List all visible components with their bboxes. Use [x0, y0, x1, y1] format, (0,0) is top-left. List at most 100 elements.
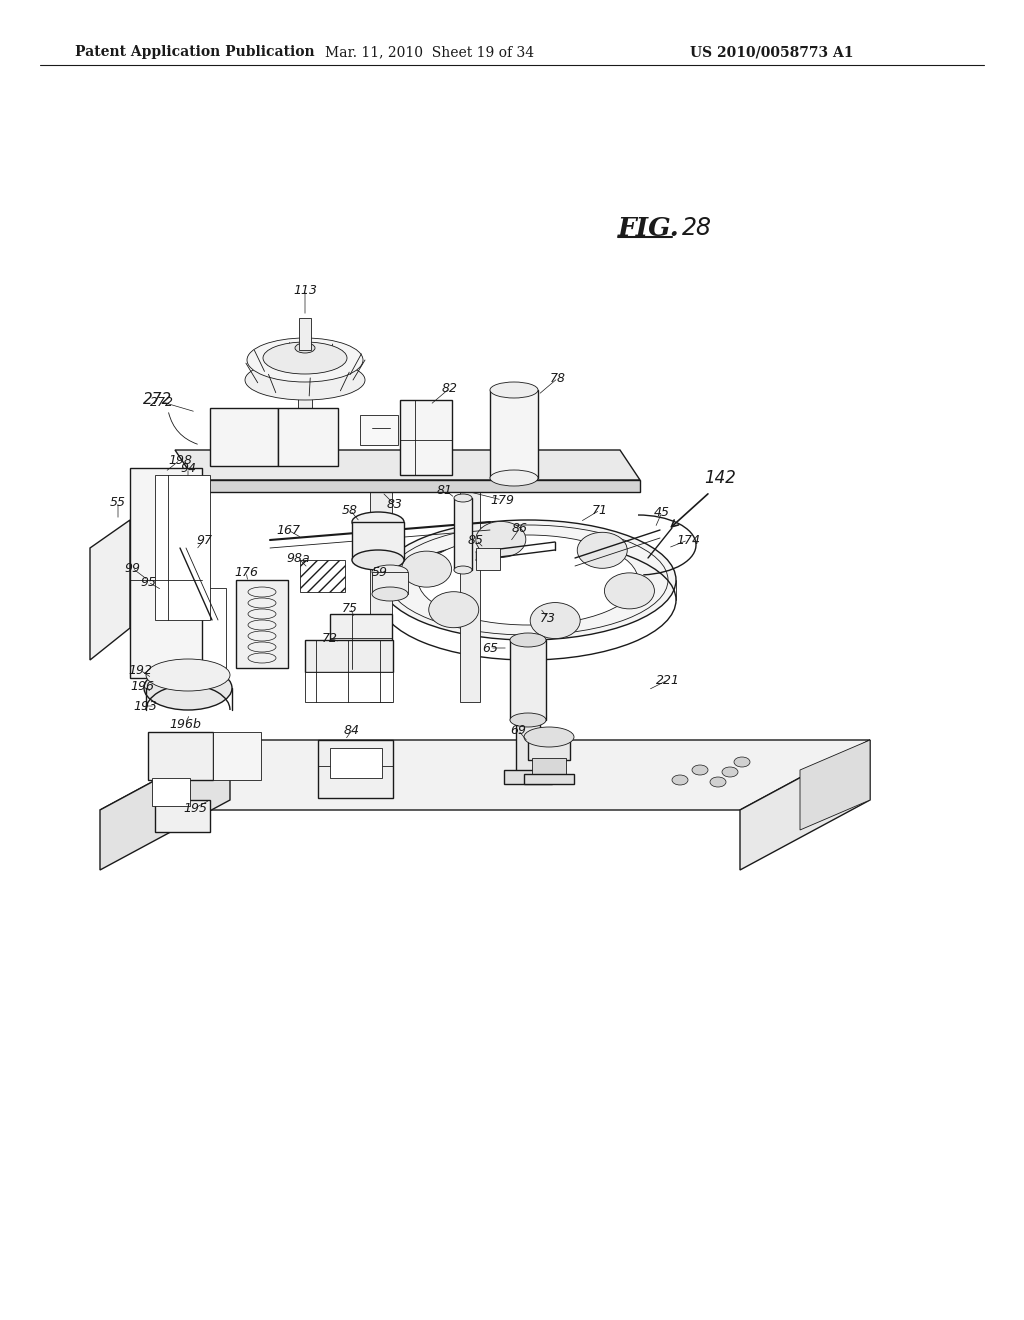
Text: 86: 86: [512, 521, 528, 535]
Text: 58: 58: [342, 503, 358, 516]
Bar: [155, 800, 210, 832]
Polygon shape: [800, 741, 870, 830]
Polygon shape: [90, 520, 130, 660]
Text: 196: 196: [130, 680, 154, 693]
Text: 94: 94: [180, 462, 196, 474]
Ellipse shape: [372, 565, 408, 579]
Ellipse shape: [380, 520, 676, 640]
Text: 82: 82: [442, 381, 458, 395]
Bar: [155, 475, 210, 620]
Bar: [148, 733, 213, 780]
Polygon shape: [195, 480, 640, 492]
Ellipse shape: [490, 381, 538, 399]
Text: 176: 176: [234, 565, 258, 578]
Text: Patent Application Publication: Patent Application Publication: [75, 45, 314, 59]
Bar: [300, 560, 345, 591]
Ellipse shape: [352, 550, 404, 570]
Bar: [318, 741, 393, 799]
Ellipse shape: [418, 535, 638, 624]
Text: 83: 83: [387, 499, 403, 511]
Bar: [352, 521, 404, 560]
Bar: [305, 640, 393, 672]
Ellipse shape: [146, 659, 230, 690]
Text: 196b: 196b: [169, 718, 201, 730]
Text: 174: 174: [676, 533, 700, 546]
Text: 192: 192: [128, 664, 152, 676]
Bar: [476, 548, 500, 570]
Ellipse shape: [710, 777, 726, 787]
Ellipse shape: [672, 775, 688, 785]
Text: 59: 59: [372, 565, 388, 578]
Ellipse shape: [247, 338, 362, 381]
Text: 142: 142: [705, 469, 736, 487]
Text: 69: 69: [510, 723, 526, 737]
Ellipse shape: [429, 591, 479, 628]
Text: 78: 78: [550, 371, 566, 384]
Text: 198: 198: [168, 454, 193, 466]
Text: 193: 193: [133, 700, 157, 713]
Ellipse shape: [372, 587, 408, 601]
Text: 179: 179: [490, 494, 514, 507]
Ellipse shape: [245, 360, 365, 400]
Bar: [510, 640, 546, 719]
Text: 272: 272: [143, 392, 173, 408]
Bar: [490, 389, 538, 478]
Text: 65: 65: [482, 642, 498, 655]
Text: 113: 113: [293, 284, 317, 297]
Text: 99: 99: [124, 561, 140, 574]
Ellipse shape: [352, 512, 404, 532]
Bar: [504, 770, 552, 784]
Bar: [370, 492, 392, 702]
Text: 95: 95: [140, 576, 156, 589]
Polygon shape: [740, 741, 870, 870]
Bar: [130, 469, 202, 678]
Text: 97: 97: [196, 533, 212, 546]
Text: 72: 72: [322, 631, 338, 644]
Text: 167: 167: [276, 524, 300, 536]
Bar: [330, 614, 392, 669]
Text: 85: 85: [468, 533, 484, 546]
Ellipse shape: [578, 532, 628, 569]
Bar: [305, 672, 393, 702]
Bar: [152, 777, 190, 807]
Ellipse shape: [476, 521, 526, 557]
Text: 195: 195: [183, 801, 207, 814]
Ellipse shape: [524, 727, 574, 747]
Text: 221: 221: [656, 673, 680, 686]
Text: 73: 73: [540, 611, 556, 624]
Polygon shape: [100, 741, 230, 870]
Text: Mar. 11, 2010  Sheet 19 of 34: Mar. 11, 2010 Sheet 19 of 34: [326, 45, 535, 59]
Text: 55: 55: [110, 495, 126, 508]
Ellipse shape: [490, 470, 538, 486]
Bar: [210, 408, 278, 466]
Ellipse shape: [692, 766, 708, 775]
Ellipse shape: [510, 634, 546, 647]
Ellipse shape: [144, 667, 232, 710]
Ellipse shape: [454, 494, 472, 502]
Text: 81: 81: [437, 483, 453, 496]
Ellipse shape: [604, 573, 654, 609]
Polygon shape: [100, 741, 870, 810]
Bar: [532, 758, 566, 776]
Ellipse shape: [734, 756, 750, 767]
Ellipse shape: [295, 343, 315, 352]
Bar: [330, 748, 382, 777]
Ellipse shape: [530, 602, 581, 639]
Bar: [299, 318, 311, 350]
Ellipse shape: [401, 552, 452, 587]
Bar: [528, 741, 570, 760]
Ellipse shape: [263, 342, 347, 374]
Bar: [524, 774, 574, 784]
Bar: [298, 380, 312, 450]
Bar: [236, 579, 288, 668]
Polygon shape: [175, 450, 640, 480]
Bar: [400, 400, 452, 475]
Ellipse shape: [510, 713, 546, 727]
Text: US 2010/0058773 A1: US 2010/0058773 A1: [690, 45, 853, 59]
Ellipse shape: [454, 566, 472, 574]
Text: 272: 272: [150, 396, 174, 408]
Bar: [372, 572, 408, 594]
Text: 45: 45: [654, 506, 670, 519]
Ellipse shape: [722, 767, 738, 777]
Bar: [454, 498, 472, 570]
